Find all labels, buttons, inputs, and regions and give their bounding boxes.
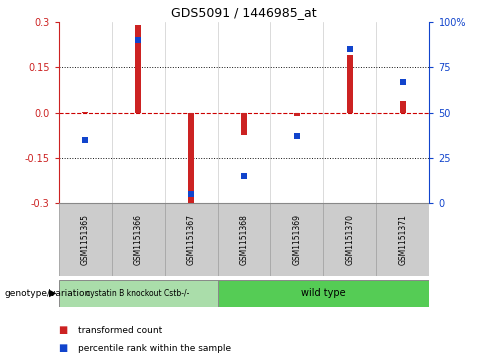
Bar (324, 203, 376, 276)
Point (134, 37, 142, 43)
Text: genotype/variation: genotype/variation (5, 289, 91, 298)
Point (187, 191, 195, 197)
Point (346, 46, 354, 52)
Bar (347, 55, 353, 113)
Bar (218, 203, 270, 276)
Text: GSM1151368: GSM1151368 (240, 214, 248, 265)
Bar (135, 25, 141, 113)
Text: wild type: wild type (301, 288, 346, 298)
Bar (294, 113, 300, 115)
Point (399, 79, 407, 85)
Bar (164, 203, 218, 276)
Point (81, 137, 89, 143)
Bar (376, 203, 429, 276)
Text: GSM1151371: GSM1151371 (398, 214, 407, 265)
Bar (241, 113, 247, 135)
Bar (112, 203, 164, 276)
Text: transformed count: transformed count (78, 326, 163, 335)
Bar (82, 112, 88, 113)
Text: GSM1151367: GSM1151367 (186, 214, 196, 265)
Text: GSM1151366: GSM1151366 (134, 214, 142, 265)
Text: GSM1151365: GSM1151365 (81, 214, 90, 265)
Point (293, 133, 301, 139)
Text: ▶: ▶ (49, 288, 56, 298)
Bar (270, 203, 324, 276)
Title: GDS5091 / 1446985_at: GDS5091 / 1446985_at (171, 6, 317, 19)
Text: cystatin B knockout Cstb-/-: cystatin B knockout Cstb-/- (86, 289, 190, 298)
Text: ■: ■ (59, 343, 68, 354)
Text: ■: ■ (59, 325, 68, 335)
Bar (59, 203, 112, 276)
Bar (188, 113, 194, 205)
Point (240, 173, 248, 179)
Bar (59, 280, 218, 307)
Bar (400, 101, 406, 113)
Bar (218, 280, 429, 307)
Text: percentile rank within the sample: percentile rank within the sample (78, 344, 231, 353)
Text: GSM1151369: GSM1151369 (292, 214, 302, 265)
Text: GSM1151370: GSM1151370 (346, 214, 354, 265)
